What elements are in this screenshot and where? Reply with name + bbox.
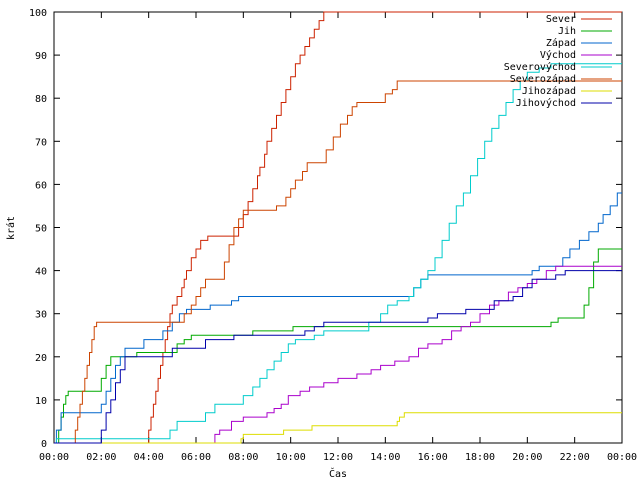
series-line-8 bbox=[54, 270, 622, 444]
series-line-5 bbox=[54, 63, 622, 444]
legend-label: Východ bbox=[540, 49, 576, 61]
y-tick-label: 60 bbox=[35, 180, 47, 191]
x-tick-label: 18:00 bbox=[465, 452, 495, 463]
series-line-4 bbox=[54, 265, 622, 444]
x-tick-label: 16:00 bbox=[418, 452, 448, 463]
legend-label: Jih bbox=[558, 26, 576, 37]
legend-label: Severozápad bbox=[510, 73, 576, 85]
x-tick-label: 10:00 bbox=[276, 452, 306, 463]
x-axis-label: Čas bbox=[329, 467, 347, 480]
legend-label: Jihovýchod bbox=[516, 97, 576, 109]
axis-ticks: 0 10 20 30 40 50 60 70 80 90 100 00:00 02:00 04:00 06:… bbox=[29, 8, 637, 463]
legend-label: Jihozápad bbox=[522, 85, 576, 97]
x-tick-label: 20:00 bbox=[512, 452, 542, 463]
x-tick-label: 06:00 bbox=[181, 452, 211, 463]
y-tick-label: 40 bbox=[35, 267, 47, 278]
x-tick-label: 22:00 bbox=[560, 452, 590, 463]
x-tick-label: 12:00 bbox=[323, 452, 353, 463]
y-tick-label: 80 bbox=[35, 94, 47, 105]
y-tick-label: 100 bbox=[29, 8, 47, 19]
legend-label: Západ bbox=[546, 37, 576, 49]
legend-label: Sever bbox=[546, 14, 576, 25]
y-tick-label: 70 bbox=[35, 137, 47, 148]
x-tick-label: 08:00 bbox=[228, 452, 258, 463]
y-tick-label: 10 bbox=[35, 396, 47, 407]
y-tick-label: 30 bbox=[35, 310, 47, 321]
y-axis-label: krát bbox=[5, 216, 17, 240]
x-tick-label: 00:00 bbox=[607, 452, 637, 463]
x-tick-label: 00:00 bbox=[39, 452, 69, 463]
series-line-3 bbox=[54, 192, 622, 444]
y-tick-label: 90 bbox=[35, 51, 47, 62]
y-tick-label: 20 bbox=[35, 353, 47, 364]
series-line-1 bbox=[54, 11, 622, 444]
x-tick-label: 02:00 bbox=[86, 452, 116, 463]
legend-label: Severovýchod bbox=[504, 61, 576, 73]
series-line-2 bbox=[54, 248, 622, 444]
legend: SeverJihZápadVýchodSeverovýchodSeverozáp… bbox=[504, 14, 612, 109]
y-tick-label: 50 bbox=[35, 224, 47, 235]
x-tick-label: 14:00 bbox=[370, 452, 400, 463]
y-tick-label: 0 bbox=[41, 439, 47, 450]
series-lines bbox=[54, 11, 622, 444]
series-line-7 bbox=[54, 412, 622, 444]
series-line-6 bbox=[54, 80, 622, 444]
x-tick-label: 04:00 bbox=[134, 452, 164, 463]
